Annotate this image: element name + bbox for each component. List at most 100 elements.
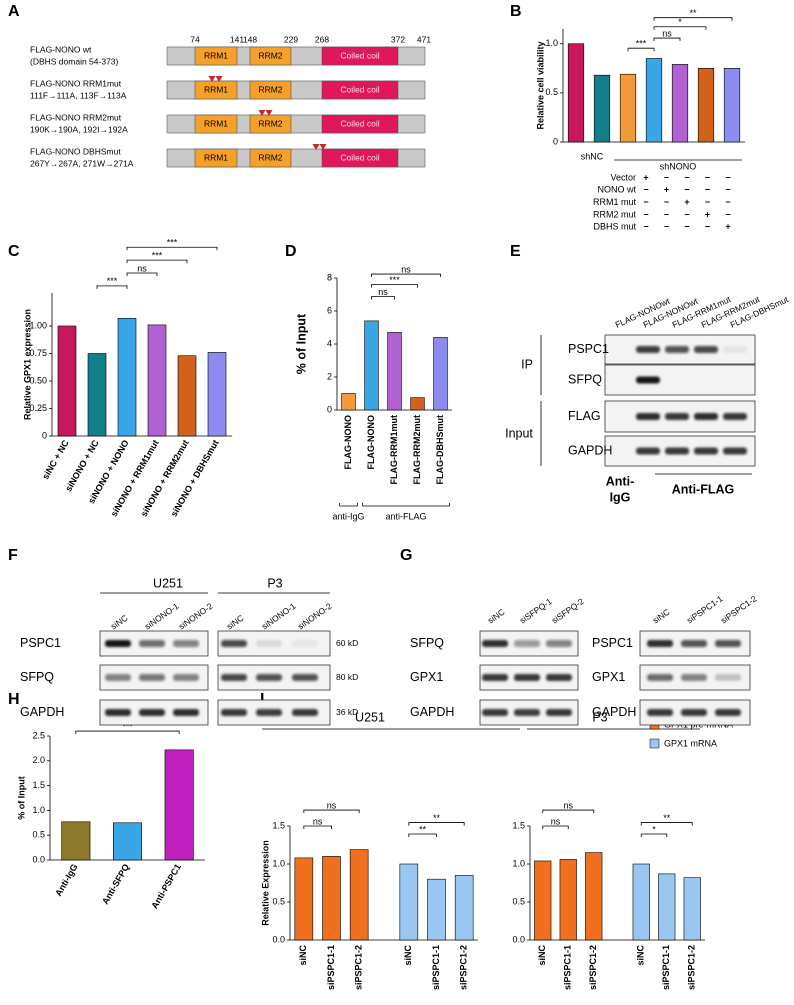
x-tick-label: siPSPC1-1 xyxy=(661,945,671,990)
row-label: GAPDH xyxy=(592,705,636,719)
band xyxy=(715,674,741,681)
y-tick-label: 2.5 xyxy=(32,730,45,740)
bar xyxy=(147,324,167,437)
band xyxy=(256,709,282,716)
condition-sign: − xyxy=(684,209,689,219)
significance-label: *** xyxy=(122,721,133,731)
significance-label: ns xyxy=(662,28,672,38)
lane-label: siNC xyxy=(651,607,672,626)
bar xyxy=(294,857,314,941)
group-label: anti-FLAG xyxy=(385,511,426,521)
y-tick-label: 0.5 xyxy=(272,896,285,906)
group-label: shNONO xyxy=(660,161,697,171)
domain-label: Coiled coil xyxy=(340,84,379,94)
band xyxy=(546,674,572,681)
lane-label: siNC xyxy=(109,613,130,632)
domain-label: RRM1 xyxy=(204,50,228,60)
band xyxy=(647,709,673,716)
row-label: PSPC1 xyxy=(20,636,61,650)
condition-sign: − xyxy=(664,222,669,232)
bar xyxy=(671,64,689,143)
domain-label: Coiled coil xyxy=(340,50,379,60)
band xyxy=(665,346,689,353)
condition-sign: − xyxy=(705,222,710,232)
y-tick-label: 0.0 xyxy=(512,934,525,944)
band xyxy=(173,640,199,647)
group-label: Input xyxy=(505,426,533,440)
band xyxy=(139,674,165,681)
mutation-marker xyxy=(265,110,273,116)
band xyxy=(292,640,318,647)
condition-sign: − xyxy=(664,197,669,207)
band xyxy=(681,640,707,647)
x-tick-label: Anti-PSPC1 xyxy=(149,862,183,910)
y-tick-label: 4 xyxy=(327,338,332,348)
significance-label: *** xyxy=(107,276,118,286)
band xyxy=(715,640,741,647)
row-label: GPX1 xyxy=(592,670,625,684)
bar xyxy=(410,397,425,411)
y-tick-label: 0.5 xyxy=(545,87,558,97)
condition-sign: − xyxy=(684,185,689,195)
chart-title: U251 xyxy=(355,710,385,724)
mutation-marker xyxy=(215,76,223,82)
band xyxy=(292,674,318,681)
band xyxy=(723,413,747,420)
y-tick-label: 1.5 xyxy=(512,820,525,830)
significance-bracket xyxy=(126,246,218,251)
condition-label: DBHS mut xyxy=(593,222,636,232)
legend-swatch xyxy=(649,738,660,749)
bar xyxy=(585,852,603,941)
x-tick-label: Anti-SFPQ xyxy=(100,862,131,906)
domain xyxy=(194,148,238,168)
x-tick-label: siNC xyxy=(403,945,413,966)
antibody-label: IgG xyxy=(610,490,631,504)
significance-bracket xyxy=(126,272,158,276)
lane-label: siPSPC1-2 xyxy=(719,593,759,625)
condition-sign: − xyxy=(684,172,689,182)
row-label: SFPQ xyxy=(20,670,54,684)
residue-position: 471 xyxy=(417,34,431,44)
band xyxy=(681,709,707,716)
construct-name: FLAG-NONO RRM1mut xyxy=(30,78,122,88)
band xyxy=(546,640,572,647)
significance-bracket xyxy=(653,37,681,42)
significance-label: *** xyxy=(167,238,178,248)
condition-sign: + xyxy=(705,209,710,219)
significance-bracket xyxy=(371,284,418,288)
domain-label: Coiled coil xyxy=(340,152,379,162)
condition-sign: + xyxy=(725,222,730,232)
row-label: GPX1 xyxy=(410,670,443,684)
condition-sign: − xyxy=(643,185,648,195)
significance-bracket xyxy=(627,47,655,52)
band xyxy=(636,376,660,384)
significance-label: ns xyxy=(313,816,323,826)
significance-label: ** xyxy=(419,824,427,834)
band xyxy=(647,674,673,681)
condition-sign: − xyxy=(664,172,669,182)
significance-bracket xyxy=(75,730,180,735)
significance-label: *** xyxy=(389,275,400,285)
x-tick-label: Anti-IgG xyxy=(53,862,79,898)
construct-detail: 111F→111A, 113F→113A xyxy=(30,90,127,100)
significance-bracket xyxy=(303,825,332,829)
construct-detail: 267Y→267A, 271W→271A xyxy=(30,158,134,168)
band xyxy=(105,640,131,647)
x-tick-label: siNC xyxy=(298,945,308,966)
significance-bracket xyxy=(371,296,395,300)
domain-label: RRM1 xyxy=(204,84,228,94)
bar xyxy=(683,877,701,941)
construct-name: FLAG-NONO RRM2mut xyxy=(30,112,122,122)
antibody-label: Anti- xyxy=(606,474,634,488)
bar xyxy=(207,352,227,437)
band xyxy=(514,709,540,716)
domain xyxy=(249,46,292,66)
size-label: 36 kD xyxy=(336,707,358,717)
row-label: SFPQ xyxy=(568,372,602,386)
band xyxy=(694,413,718,420)
bar xyxy=(164,749,194,861)
significance-bracket xyxy=(653,26,707,30)
condition-label: RRM2 mut xyxy=(593,209,637,219)
bar xyxy=(399,863,419,941)
